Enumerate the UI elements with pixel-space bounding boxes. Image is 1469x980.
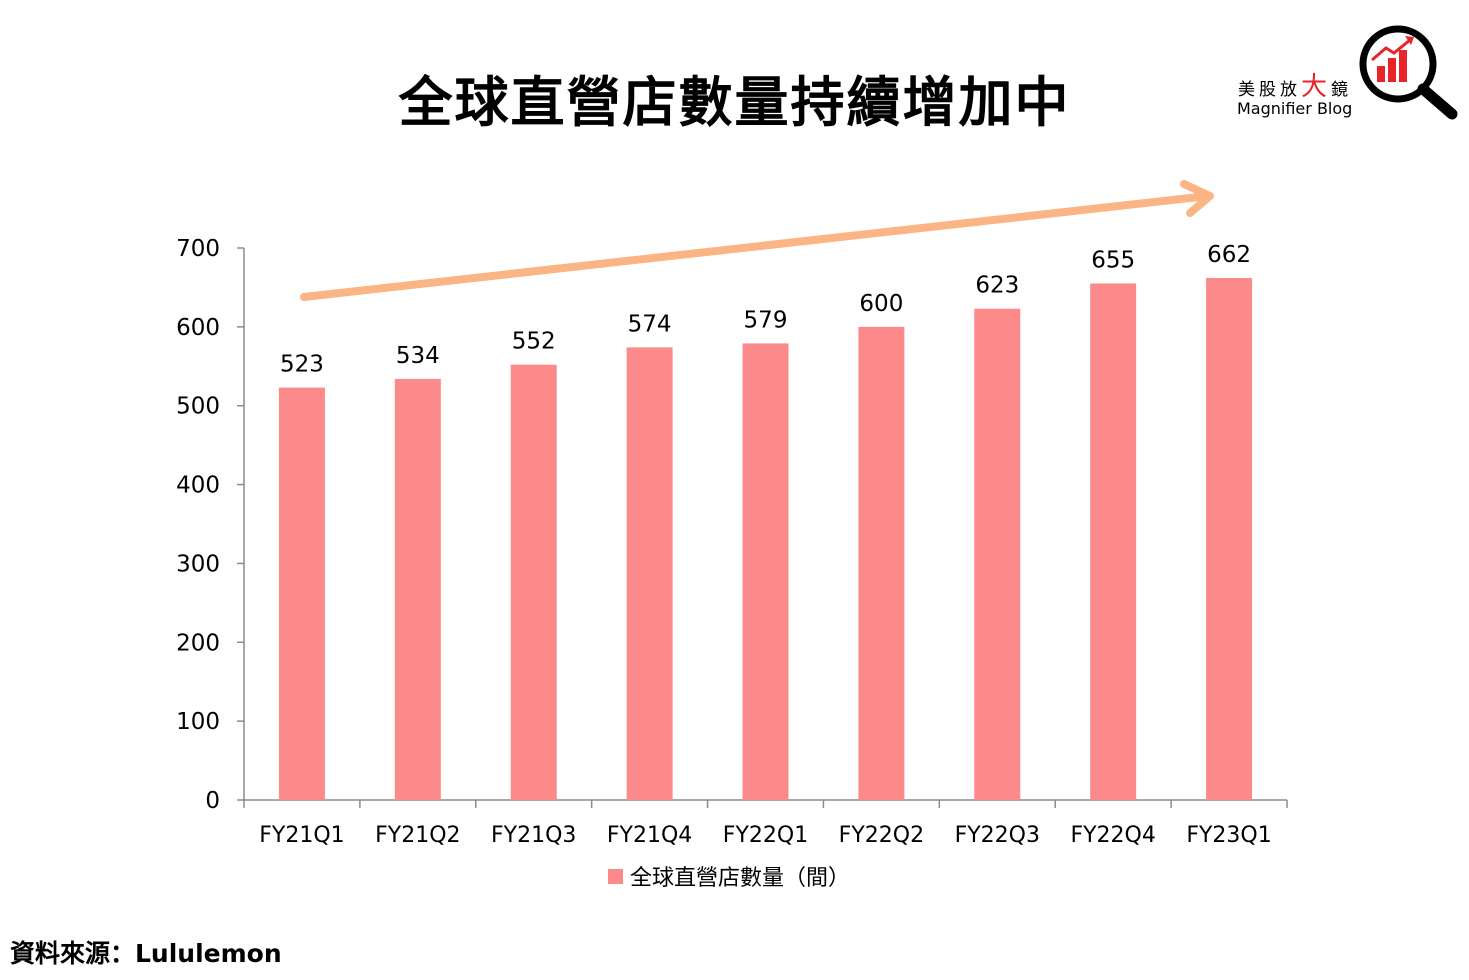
data-label: 574 [628, 311, 672, 337]
chart-labels: 0 100 200 300 400 500 600 700 523 FY21Q1 534 FY21Q2… [176, 236, 1272, 848]
y-tick-label: 0 [205, 788, 220, 814]
y-tick-label: 100 [176, 709, 220, 735]
data-label: 534 [396, 343, 440, 369]
bar [626, 347, 673, 800]
logo-cn-prefix: 美股放 [1238, 80, 1301, 100]
x-tick-label: FY21Q2 [375, 823, 460, 848]
data-label: 655 [1091, 247, 1135, 273]
bar [858, 326, 905, 800]
chart-title: 全球直營店數量持續增加中 [398, 71, 1071, 134]
x-tick-label: FY21Q4 [607, 823, 692, 848]
x-tick-label: FY22Q1 [723, 823, 808, 848]
bar [394, 378, 441, 800]
data-label: 662 [1207, 242, 1251, 268]
logo-chinese-text: 美股放大鏡 [1238, 66, 1352, 103]
x-tick-label: FY22Q3 [955, 823, 1040, 848]
bar [1206, 277, 1253, 801]
data-source-note: 資料來源：Lululemon [10, 939, 282, 968]
bar [742, 343, 789, 800]
y-tick-label: 400 [176, 473, 220, 499]
chart-bars [278, 277, 1253, 801]
logo-english-text: Magnifier Blog [1237, 99, 1353, 118]
trend-arrow [300, 180, 1214, 301]
x-tick-label: FY22Q2 [839, 823, 924, 848]
data-label: 579 [744, 307, 788, 333]
legend-label: 全球直營店數量（間） [630, 866, 850, 891]
y-tick-label: 700 [176, 236, 220, 262]
logo-cn-big: 大 [1301, 72, 1332, 102]
y-tick-label: 500 [176, 394, 220, 420]
bar [974, 308, 1021, 800]
data-label: 552 [512, 329, 556, 355]
x-tick-label: FY21Q3 [491, 823, 576, 848]
magnifier-chart-icon [1359, 25, 1458, 120]
data-label: 623 [975, 273, 1019, 299]
x-tick-label: FY23Q1 [1186, 823, 1271, 848]
bar [1090, 283, 1137, 800]
logo-cn-suffix: 鏡 [1331, 80, 1353, 100]
chart-legend: 全球直營店數量（間） [608, 866, 850, 891]
bar [510, 364, 557, 800]
legend-swatch [608, 869, 623, 884]
bar [278, 387, 325, 800]
brand-logo: 美股放大鏡 Magnifier Blog [1230, 22, 1460, 132]
data-label: 523 [280, 352, 324, 378]
data-label: 600 [859, 291, 903, 317]
x-tick-label: FY21Q1 [259, 823, 344, 848]
y-tick-label: 600 [176, 315, 220, 341]
x-tick-label: FY22Q4 [1070, 823, 1155, 848]
y-tick-label: 200 [176, 630, 220, 656]
y-tick-label: 300 [176, 551, 220, 577]
